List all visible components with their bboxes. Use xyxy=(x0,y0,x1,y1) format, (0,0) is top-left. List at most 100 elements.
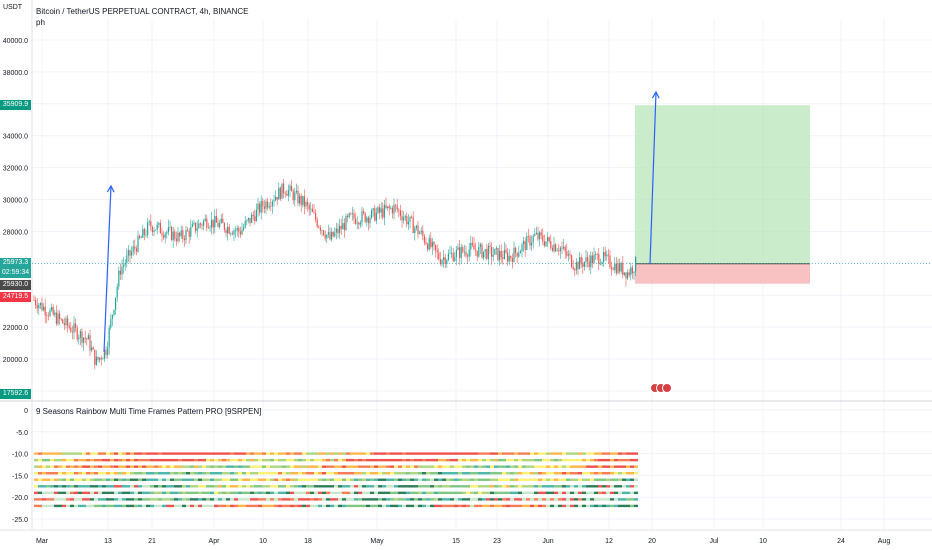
candle xyxy=(147,222,149,235)
candle xyxy=(593,254,595,263)
candle xyxy=(150,221,152,227)
profit-zone xyxy=(635,105,810,264)
heatmap-cell xyxy=(290,478,294,481)
heatmap-cell xyxy=(186,452,190,455)
price-tick-label: 20000.0 xyxy=(3,357,28,364)
heatmap-cell xyxy=(186,485,190,488)
heatmap-cell xyxy=(318,504,322,508)
candle xyxy=(217,222,219,227)
heatmap-cell xyxy=(274,478,278,481)
heatmap-cell xyxy=(394,465,398,468)
heatmap-cell xyxy=(62,491,66,495)
heatmap-cell xyxy=(358,465,362,468)
heatmap-cell xyxy=(142,452,146,455)
candle xyxy=(188,231,190,237)
heatmap-cell xyxy=(418,498,422,501)
heatmap-cell xyxy=(430,485,434,488)
heatmap-cell xyxy=(434,452,438,455)
heatmap-cell xyxy=(186,478,190,481)
candle xyxy=(487,245,489,259)
currency-label: USDT xyxy=(3,4,23,11)
heatmap-cell xyxy=(318,485,322,488)
heatmap-cell xyxy=(486,498,490,501)
heatmap-cell xyxy=(54,491,58,495)
heatmap-cell xyxy=(226,498,230,501)
heatmap-cell xyxy=(86,485,90,488)
candle xyxy=(409,216,411,222)
heatmap-cell xyxy=(474,478,478,481)
heatmap-cell xyxy=(334,498,338,501)
heatmap-cell xyxy=(150,498,154,501)
heatmap-cell xyxy=(430,491,434,495)
heatmap-cell xyxy=(246,465,250,468)
event-flags-icon[interactable] xyxy=(650,383,672,393)
candle xyxy=(468,249,470,257)
heatmap-cell xyxy=(50,498,54,501)
heatmap-cell xyxy=(182,478,186,481)
heatmap-cell xyxy=(298,504,302,508)
candle xyxy=(492,254,494,257)
heatmap-cell xyxy=(98,498,102,501)
candle xyxy=(617,263,619,274)
heatmap-cell xyxy=(310,465,314,468)
candle xyxy=(415,225,417,229)
heatmap-cell xyxy=(206,472,210,475)
heatmap-cell xyxy=(274,498,278,501)
heatmap-cell xyxy=(546,452,550,455)
heatmap-cell xyxy=(190,478,194,481)
heatmap-cell xyxy=(126,504,130,508)
heatmap-cell xyxy=(446,452,450,455)
heatmap-cell xyxy=(326,458,330,462)
heatmap-cell xyxy=(170,452,174,455)
heatmap-cell xyxy=(194,465,198,468)
heatmap-cell xyxy=(438,491,442,495)
candle xyxy=(51,307,53,311)
heatmap-cell xyxy=(358,491,362,495)
heatmap-cell xyxy=(350,465,354,468)
candle xyxy=(556,250,558,252)
heatmap-cell xyxy=(254,458,258,462)
heatmap-cell xyxy=(46,465,50,468)
last-price-tag: 25973.3 xyxy=(0,258,31,268)
heatmap-cell xyxy=(254,491,258,495)
candle xyxy=(78,337,80,340)
heatmap-cell xyxy=(570,452,574,455)
candle xyxy=(214,216,216,228)
heatmap-cell xyxy=(42,465,46,468)
candle xyxy=(231,233,233,235)
heatmap-cell xyxy=(194,472,198,475)
heatmap-cell xyxy=(150,504,154,508)
heatmap-cell xyxy=(182,465,186,468)
heatmap-cell xyxy=(562,478,566,481)
heatmap-cell xyxy=(90,491,94,495)
heatmap-cell xyxy=(370,452,374,455)
candle xyxy=(422,230,424,236)
candle xyxy=(268,206,270,208)
heatmap-cell xyxy=(306,504,310,508)
heatmap-cell xyxy=(126,465,130,468)
candle xyxy=(263,206,265,209)
heatmap-cell xyxy=(434,478,438,481)
heatmap-cell xyxy=(54,485,58,488)
heatmap-cell xyxy=(458,491,462,495)
heatmap-cell xyxy=(50,458,54,462)
candle xyxy=(79,331,81,338)
heatmap-cell xyxy=(338,458,342,462)
candle xyxy=(193,222,195,225)
candle xyxy=(479,244,481,247)
heatmap-cell xyxy=(74,452,78,455)
heatmap-cell xyxy=(38,465,42,468)
candle xyxy=(291,185,293,192)
heatmap-cell xyxy=(246,478,250,481)
heatmap-cell xyxy=(314,498,318,501)
candle xyxy=(126,255,128,264)
heatmap-cell xyxy=(382,458,386,462)
heatmap-cell xyxy=(258,472,262,475)
heatmap-cell xyxy=(82,498,86,501)
heatmap-cell xyxy=(358,485,362,488)
heatmap-cell xyxy=(234,504,238,508)
candle xyxy=(334,232,336,237)
heatmap-cell xyxy=(406,485,410,488)
heatmap-cell xyxy=(146,491,150,495)
